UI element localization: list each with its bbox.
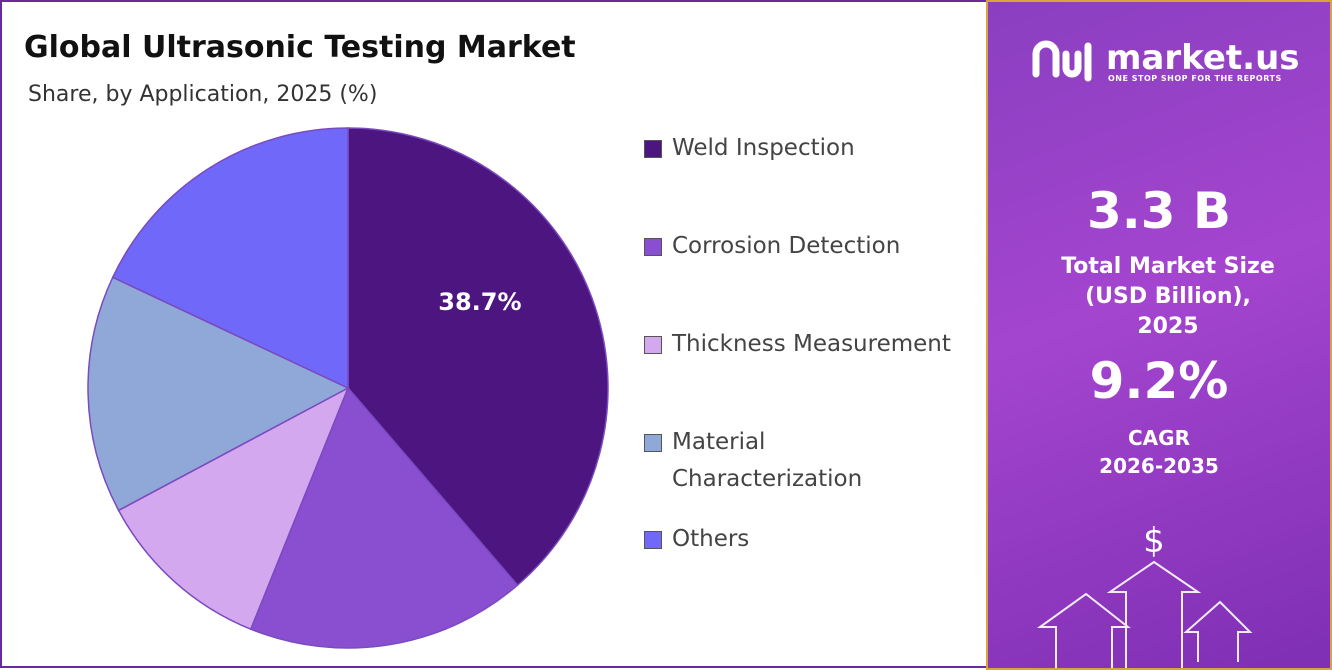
legend-swatch: [644, 531, 662, 549]
pie-chart: 38.7%: [87, 127, 609, 649]
cagr: 9.2%: [1089, 352, 1229, 410]
legend-swatch: [644, 434, 662, 452]
cagr-period: 2026-2035: [1099, 454, 1219, 478]
legend-swatch: [644, 238, 662, 256]
info-panel: $ market.us ONE STOP SHOP FOR THE REPORT…: [986, 0, 1332, 670]
pie-slice: [249, 386, 519, 649]
market-size: 3.3 B: [1086, 182, 1232, 240]
chart-title: Global Ultrasonic Testing Market: [24, 30, 576, 65]
chart-subtitle: Share, by Application, 2025 (%): [28, 82, 378, 107]
legend-label: Weld Inspection: [672, 135, 855, 161]
chart-card: Global Ultrasonic Testing Market Share, …: [0, 0, 986, 668]
pie-slice: [117, 386, 350, 631]
market-size-label: Total Market Size (USD Billion), 2025: [1061, 254, 1275, 339]
panel-decor: $: [1032, 40, 1253, 668]
brand: market.us: [1106, 38, 1300, 78]
legend-label: Corrosion Detection: [672, 233, 901, 259]
legend-item: Weld Inspection: [644, 130, 855, 167]
legend-label: Others: [672, 526, 750, 552]
pie-slice: [87, 276, 350, 512]
legend-label: Material Characterization: [672, 429, 863, 492]
legend-swatch: [644, 140, 662, 158]
legend-label: Thickness Measurement: [672, 331, 951, 357]
pie-slice: [111, 127, 349, 390]
tagline: ONE STOP SHOP FOR THE REPORTS: [1108, 74, 1282, 83]
arrows: [1036, 560, 1253, 668]
cagr-label: CAGR: [1128, 426, 1190, 450]
legend-item: Others: [644, 521, 749, 558]
data-label: 38.7%: [438, 288, 521, 316]
legend-item: Material Characterization: [644, 424, 904, 498]
legend-item: Corrosion Detection: [644, 228, 900, 265]
pie-slice: [347, 127, 609, 587]
logo-icon: [1032, 40, 1092, 82]
dollar-icon: $: [1143, 521, 1165, 561]
legend-item: Thickness Measurement: [644, 326, 951, 363]
legend-swatch: [644, 336, 662, 354]
